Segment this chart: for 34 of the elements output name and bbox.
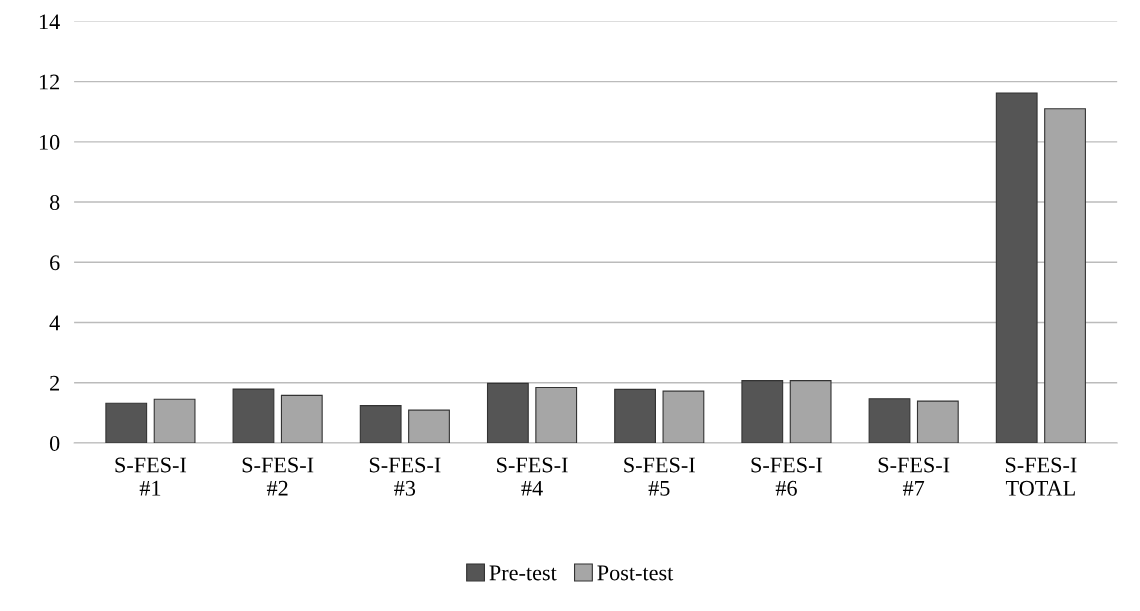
x-tick-label: S-FES-I #6 <box>751 457 823 496</box>
y-tick-label: 8 <box>49 195 60 210</box>
x-tick-label: S-FES-I TOTAL <box>1005 457 1077 496</box>
x-tick-label: S-FES-I #3 <box>369 457 441 496</box>
bar <box>359 405 402 443</box>
x-tick-label: S-FES-I #5 <box>624 457 695 496</box>
y-tick-label: 0 <box>49 435 60 451</box>
bar <box>995 92 1038 443</box>
bar <box>662 390 705 443</box>
bar <box>741 380 784 443</box>
y-tick-label: 12 <box>39 74 59 90</box>
legend-label: Pre-test <box>489 565 557 581</box>
bar <box>789 380 832 443</box>
x-tick-label: S-FES-I #7 <box>878 457 950 496</box>
y-tick-label: 4 <box>49 315 60 331</box>
bar <box>916 400 959 443</box>
legend-label: Post-test <box>597 565 674 581</box>
bar <box>280 394 323 443</box>
bar <box>153 398 196 443</box>
bar <box>614 388 656 443</box>
x-tick-label: S-FES-I #1 <box>115 457 187 496</box>
y-tick-label: 14 <box>39 14 60 30</box>
x-tick-label: S-FES-I #4 <box>497 457 568 496</box>
bar <box>486 382 529 443</box>
bar <box>408 409 450 443</box>
bar <box>105 402 148 443</box>
bar <box>1044 108 1086 443</box>
y-tick-label: 2 <box>50 375 59 391</box>
y-tick-label: 10 <box>39 134 60 150</box>
x-tick-label: S-FES-I #2 <box>242 457 314 496</box>
bar <box>535 387 578 443</box>
y-tick-label: 6 <box>50 255 60 271</box>
bar <box>232 388 275 443</box>
bar <box>868 398 911 443</box>
